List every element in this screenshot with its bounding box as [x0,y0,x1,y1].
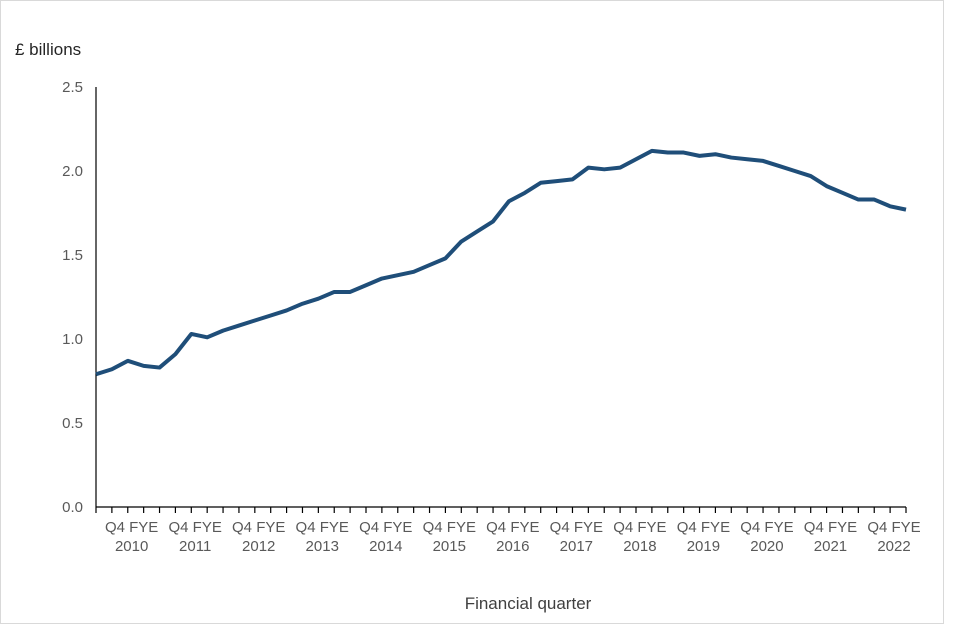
data-point [856,198,860,202]
data-point [380,277,384,281]
data-point [205,335,209,339]
data-point [745,157,749,161]
x-tick-label: 2022 [877,538,910,555]
data-point [173,352,177,356]
data-point [618,166,622,170]
data-point [523,191,527,195]
data-point [300,302,304,306]
data-point [316,297,320,301]
x-tick-label: Q4 FYE [677,519,730,536]
x-axis-ticks [95,507,907,513]
x-tick-label: Q4 FYE [359,519,412,536]
data-point [650,149,654,153]
data-point [158,366,162,370]
data-point [332,290,336,294]
chart-frame: £ billions 0.0 0.5 1.0 1.5 2.0 2.5 Q4 FYE 2010… [0,0,944,624]
data-point [364,283,368,287]
y-tick-label: 2.0 [62,163,83,180]
y-tick-label: 1.0 [62,331,83,348]
data-points [94,149,908,376]
data-point [253,319,257,323]
x-tick-label: Q4 FYE [804,519,857,536]
x-tick-label: 2015 [433,538,466,555]
data-point [475,229,479,233]
x-tick-label: 2021 [814,538,847,555]
data-point [904,208,908,212]
y-tick-label: 0.0 [62,499,83,516]
data-point [189,332,193,336]
data-point [666,151,670,155]
data-point [713,152,717,156]
data-point [809,174,813,178]
x-tick-label: 2020 [750,538,783,555]
data-point [428,263,432,267]
x-tick-label: 2017 [560,538,593,555]
data-point [586,166,590,170]
x-tick-label: 2019 [687,538,720,555]
series-line [95,148,907,377]
x-tick-label: Q4 FYE [296,519,349,536]
data-point [539,181,543,185]
y-tick-label: 1.5 [62,247,83,264]
data-point [396,273,400,277]
data-point [285,308,289,312]
y-tick-label: 0.5 [62,415,83,432]
x-tick-label: Q4 FYE [740,519,793,536]
x-tick-label: Q4 FYE [105,519,158,536]
x-tick-label: Q4 FYE [168,519,221,536]
x-tick-label: Q4 FYE [613,519,666,536]
y-tick-label: 2.5 [62,79,83,96]
data-point [491,219,495,223]
x-tick-label: Q4 FYE [867,519,920,536]
data-point [221,329,225,333]
data-point [729,156,733,160]
data-point [94,372,98,376]
data-point [761,159,765,163]
x-tick-label: Q4 FYE [550,519,603,536]
x-axis-title: Financial quarter [465,594,592,613]
data-point [872,198,876,202]
data-point [237,324,241,328]
data-point [269,313,273,317]
x-axis-tick-labels: Q4 FYE 2010 Q4 FYE 2011 Q4 FYE 2012 Q4 FYE 2013… [105,519,921,555]
y-axis-unit-label: £ billions [15,40,81,59]
data-point [110,367,114,371]
x-tick-label: 2014 [369,538,402,555]
data-point [825,184,829,188]
data-point [555,179,559,183]
x-tick-label: Q4 FYE [486,519,539,536]
x-tick-label: Q4 FYE [423,519,476,536]
x-tick-label: 2011 [179,538,211,555]
data-point [840,191,844,195]
x-tick-label: Q4 FYE [232,519,285,536]
x-tick-label: 2010 [115,538,148,555]
data-point [348,290,352,294]
data-point [634,157,638,161]
data-point [698,154,702,158]
data-point [682,151,686,155]
data-point [443,256,447,260]
data-point [602,167,606,171]
data-point [570,177,574,181]
data-point [142,364,146,368]
x-tick-label: 2016 [496,538,529,555]
data-point [507,199,511,203]
data-point [888,204,892,208]
x-tick-label: 2012 [242,538,275,555]
data-point [793,169,797,173]
x-tick-label: 2013 [306,538,339,555]
data-point [126,359,130,363]
y-axis-ticks: 0.0 0.5 1.0 1.5 2.0 2.5 [62,79,83,516]
data-point [412,270,416,274]
data-point [459,240,463,244]
x-tick-label: 2018 [623,538,656,555]
data-point [777,164,781,168]
